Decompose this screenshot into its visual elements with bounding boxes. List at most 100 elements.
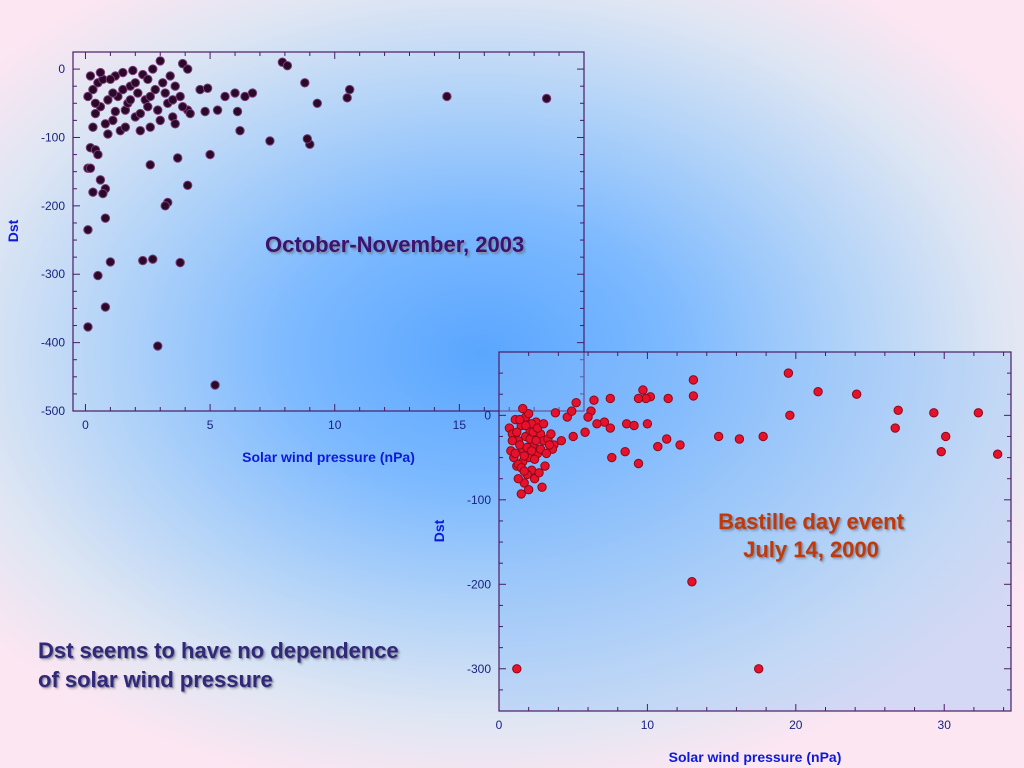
data-point <box>90 98 101 108</box>
y-tick-label: -100 <box>41 130 65 144</box>
data-point <box>546 429 556 439</box>
data-point <box>182 64 193 74</box>
data-point <box>583 412 593 422</box>
data-point <box>145 122 155 132</box>
x-tick-label: 0 <box>82 418 89 432</box>
data-point <box>210 380 220 390</box>
data-point <box>105 257 116 267</box>
y-tick-label: -300 <box>467 662 491 676</box>
y-tick-label: -500 <box>41 404 65 418</box>
x-tick-label: 5 <box>207 418 214 432</box>
data-point <box>130 78 141 88</box>
data-point <box>936 446 946 457</box>
data-point <box>893 405 903 415</box>
bastille-subtitle-line: July 14, 2000 <box>743 537 879 562</box>
data-point <box>734 434 745 444</box>
x-axis-label: Solar wind pressure (nPa) <box>242 449 415 465</box>
data-point <box>531 435 541 446</box>
data-point <box>523 408 534 419</box>
data-point <box>177 102 188 112</box>
data-point <box>580 427 590 437</box>
data-point <box>541 448 552 459</box>
data-point <box>785 410 795 421</box>
data-point <box>567 406 577 416</box>
data-point <box>158 78 168 88</box>
data-point <box>170 81 180 91</box>
data-point <box>202 83 213 93</box>
y-tick-label: -300 <box>41 267 65 281</box>
chart-title-bastille-day: Bastille day event July 14, 2000 <box>676 508 946 564</box>
conclusion-text: Dst seems to have no dependence of solar… <box>38 636 399 694</box>
data-point <box>629 420 639 431</box>
data-point <box>247 88 258 98</box>
data-point <box>929 408 939 418</box>
data-point <box>758 431 768 442</box>
data-point <box>754 664 764 674</box>
data-point <box>93 149 103 160</box>
data-point <box>145 91 155 102</box>
data-point <box>992 449 1003 459</box>
data-point <box>663 393 673 404</box>
data-point <box>165 71 175 81</box>
data-point <box>145 160 155 170</box>
data-point <box>661 434 672 444</box>
data-point <box>133 88 143 98</box>
x-tick-label: 30 <box>938 718 952 732</box>
x-tick-label: 10 <box>328 418 342 432</box>
data-point <box>85 71 96 81</box>
data-point <box>135 108 146 119</box>
data-point <box>175 257 185 268</box>
data-point <box>103 129 113 139</box>
y-tick-label: 0 <box>58 62 65 76</box>
data-point <box>160 201 170 211</box>
data-point <box>240 91 250 102</box>
data-point <box>160 88 170 98</box>
y-tick-label: 0 <box>484 408 491 422</box>
data-point <box>148 254 158 264</box>
data-point <box>568 431 578 442</box>
data-point <box>220 91 230 102</box>
data-point <box>212 105 223 115</box>
data-point <box>88 122 98 132</box>
data-point <box>312 98 322 108</box>
data-point <box>138 255 148 266</box>
data-point <box>100 302 111 312</box>
conclusion-line-1: Dst seems to have no dependence <box>38 638 399 663</box>
data-point <box>541 93 552 104</box>
data-point <box>783 368 794 378</box>
data-point <box>168 95 178 105</box>
data-point <box>342 93 352 103</box>
data-point <box>143 102 153 112</box>
data-point <box>95 67 106 78</box>
data-point <box>153 105 163 115</box>
data-point <box>537 482 547 492</box>
x-tick-label: 10 <box>641 718 655 732</box>
data-point <box>143 74 153 85</box>
data-point <box>205 149 215 160</box>
data-point <box>653 441 663 452</box>
data-point <box>135 125 146 136</box>
chart-title-oct-nov-2003: October-November, 2003 <box>265 232 525 257</box>
data-point <box>571 397 581 408</box>
data-point <box>105 74 116 85</box>
data-point <box>540 461 550 471</box>
data-point <box>512 664 522 674</box>
data-point <box>538 419 549 429</box>
y-tick-label: -200 <box>41 199 65 213</box>
data-point <box>83 225 93 235</box>
data-point <box>200 106 210 117</box>
data-point <box>589 395 599 405</box>
y-axis-label: Dst <box>5 219 21 242</box>
data-point <box>95 175 106 185</box>
data-point <box>512 427 522 437</box>
data-point <box>108 88 118 98</box>
data-point <box>620 446 630 457</box>
x-tick-label: 20 <box>789 718 803 732</box>
plot-frame <box>72 51 585 412</box>
data-point <box>688 375 699 385</box>
data-point <box>100 213 111 223</box>
data-point <box>556 435 567 446</box>
data-point <box>529 454 540 464</box>
y-tick-label: -100 <box>467 493 491 507</box>
data-point <box>507 435 518 446</box>
